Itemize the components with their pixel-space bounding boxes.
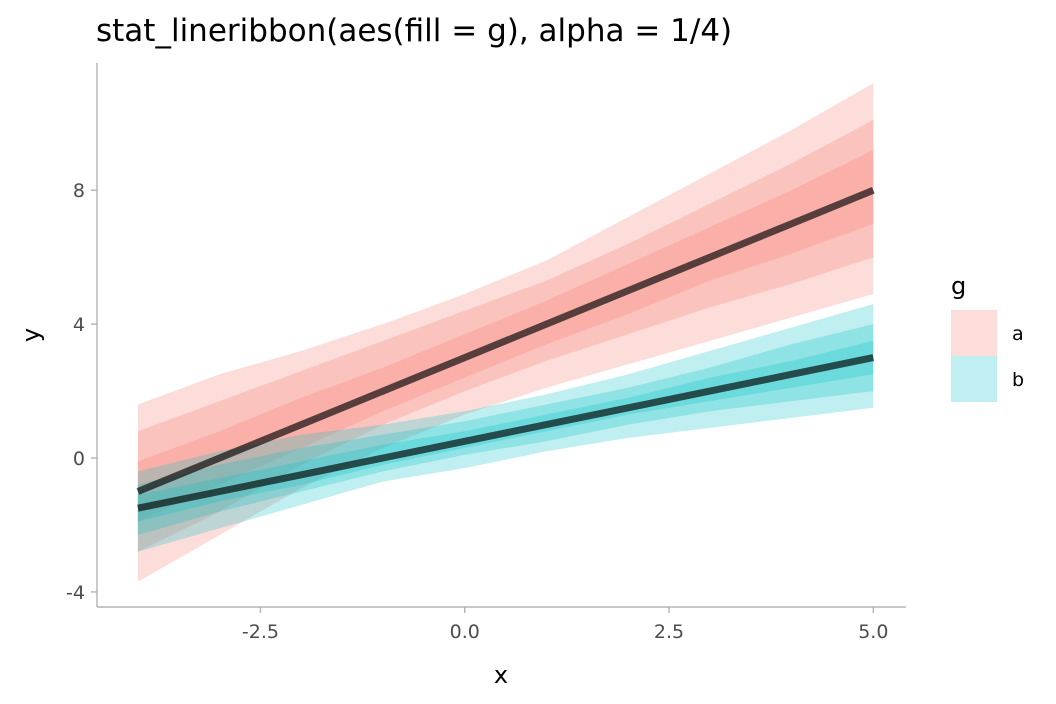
ribbon-a-0_8 — [137, 119, 874, 552]
legend: g a b — [951, 272, 1024, 402]
y-tick-label: 4 — [73, 314, 85, 336]
ribbon-b-0_95 — [137, 304, 874, 552]
y-tick-label: 8 — [73, 180, 85, 202]
ribbon-a-0_5 — [137, 150, 874, 522]
legend-key-b — [951, 356, 997, 402]
chart-title: stat_lineribbon(aes(fill = g), alpha = 1… — [96, 13, 732, 49]
ribbon-layer — [137, 83, 874, 582]
x-tick-label: -2.5 — [242, 621, 279, 643]
y-tick-label: -4 — [66, 582, 85, 604]
median-line-layer — [136, 186, 875, 512]
median-line-a — [136, 186, 875, 495]
x-tick-label: 0.0 — [450, 621, 480, 643]
legend-label-b: b — [1012, 369, 1024, 391]
x-axis-ticks: -2.5 0.0 2.5 5.0 — [242, 607, 888, 643]
legend-title: g — [951, 272, 966, 300]
y-axis-title: y — [17, 328, 45, 342]
y-axis-ticks: -4 0 4 8 — [66, 180, 97, 604]
x-tick-label: 2.5 — [654, 621, 684, 643]
x-axis-title: x — [494, 661, 508, 689]
x-tick-label: 5.0 — [858, 621, 888, 643]
legend-key-a — [951, 310, 997, 356]
ribbon-a-0_95 — [137, 83, 874, 582]
y-tick-label: 0 — [73, 448, 85, 470]
legend-label-a: a — [1012, 323, 1024, 345]
median-line-b — [137, 354, 875, 512]
